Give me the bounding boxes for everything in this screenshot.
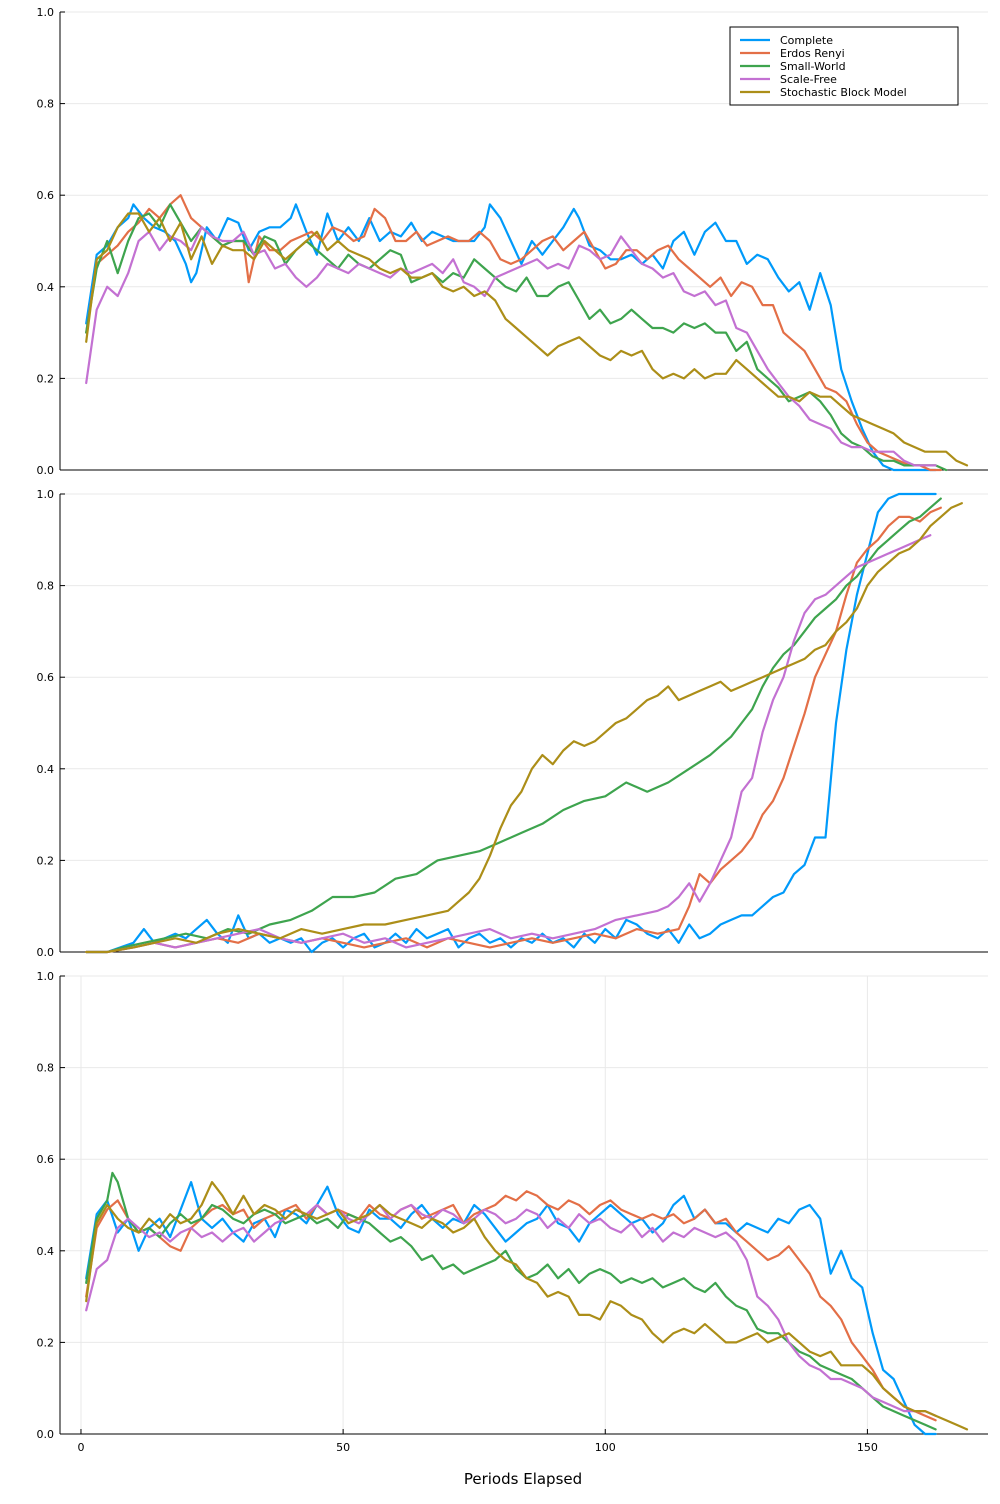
- series-line-stochastic-block-model: [85, 212, 969, 467]
- y-tick-label: 0.2: [37, 372, 55, 385]
- panel-1: 0.0 0.2 0.4 0.6 0.8 1.0: [37, 6, 988, 477]
- x-tick-label: 150: [857, 1441, 878, 1454]
- y-tick-label: 0.8: [37, 98, 55, 111]
- series-line-scale-free: [85, 1203, 937, 1417]
- series-line-small-world: [85, 1171, 937, 1431]
- y-tick-label: 0.4: [37, 1245, 55, 1258]
- legend-label: Complete: [780, 34, 833, 47]
- y-tick-label: 1.0: [37, 970, 55, 983]
- y-tick-label: 0.6: [37, 671, 55, 684]
- series-line-complete: [85, 203, 937, 472]
- panel-3: 0.0 0.2 0.4 0.6 0.8 1.0 0 50 100 150: [37, 970, 988, 1454]
- y-tick-label: 0.4: [37, 763, 55, 776]
- y-tick-label: 0.0: [37, 946, 55, 959]
- y-tick-label: 0.8: [37, 580, 55, 593]
- y-tick-label: 0.2: [37, 854, 55, 867]
- series-line-complete: [85, 1180, 937, 1436]
- series-line-small-world: [85, 497, 942, 954]
- x-tick-label: 50: [336, 1441, 350, 1454]
- series-line-small-world: [85, 203, 948, 472]
- series-line-erdos-renyi: [85, 506, 942, 954]
- series-line-scale-free: [85, 226, 937, 467]
- series-line-scale-free: [85, 534, 932, 954]
- legend-label: Scale-Free: [780, 73, 837, 86]
- y-tick-label: 0.4: [37, 281, 55, 294]
- y-tick-label: 1.0: [37, 6, 55, 19]
- y-tick-label: 0.8: [37, 1062, 55, 1075]
- x-tick-label: 100: [595, 1441, 616, 1454]
- legend-label: Small-World: [780, 60, 846, 73]
- y-tick-label: 0.6: [37, 189, 55, 202]
- x-tick-label: 0: [77, 1441, 84, 1454]
- series-line-complete: [85, 492, 937, 954]
- series-line-stochastic-block-model: [85, 502, 963, 954]
- y-tick-label: 0.2: [37, 1336, 55, 1349]
- y-tick-label: 0.0: [37, 464, 55, 477]
- legend-label: Stochastic Block Model: [780, 86, 907, 99]
- series-line-stochastic-block-model: [85, 1180, 969, 1431]
- y-tick-label: 0.6: [37, 1153, 55, 1166]
- legend-label: Erdos Renyi: [780, 47, 845, 60]
- x-axis-title: Periods Elapsed: [464, 1470, 582, 1488]
- panel-2: 0.0 0.2 0.4 0.6 0.8 1.0: [37, 488, 988, 959]
- y-tick-label: 0.0: [37, 1428, 55, 1441]
- series-line-erdos-renyi: [85, 1190, 937, 1422]
- y-tick-label: 1.0: [37, 488, 55, 501]
